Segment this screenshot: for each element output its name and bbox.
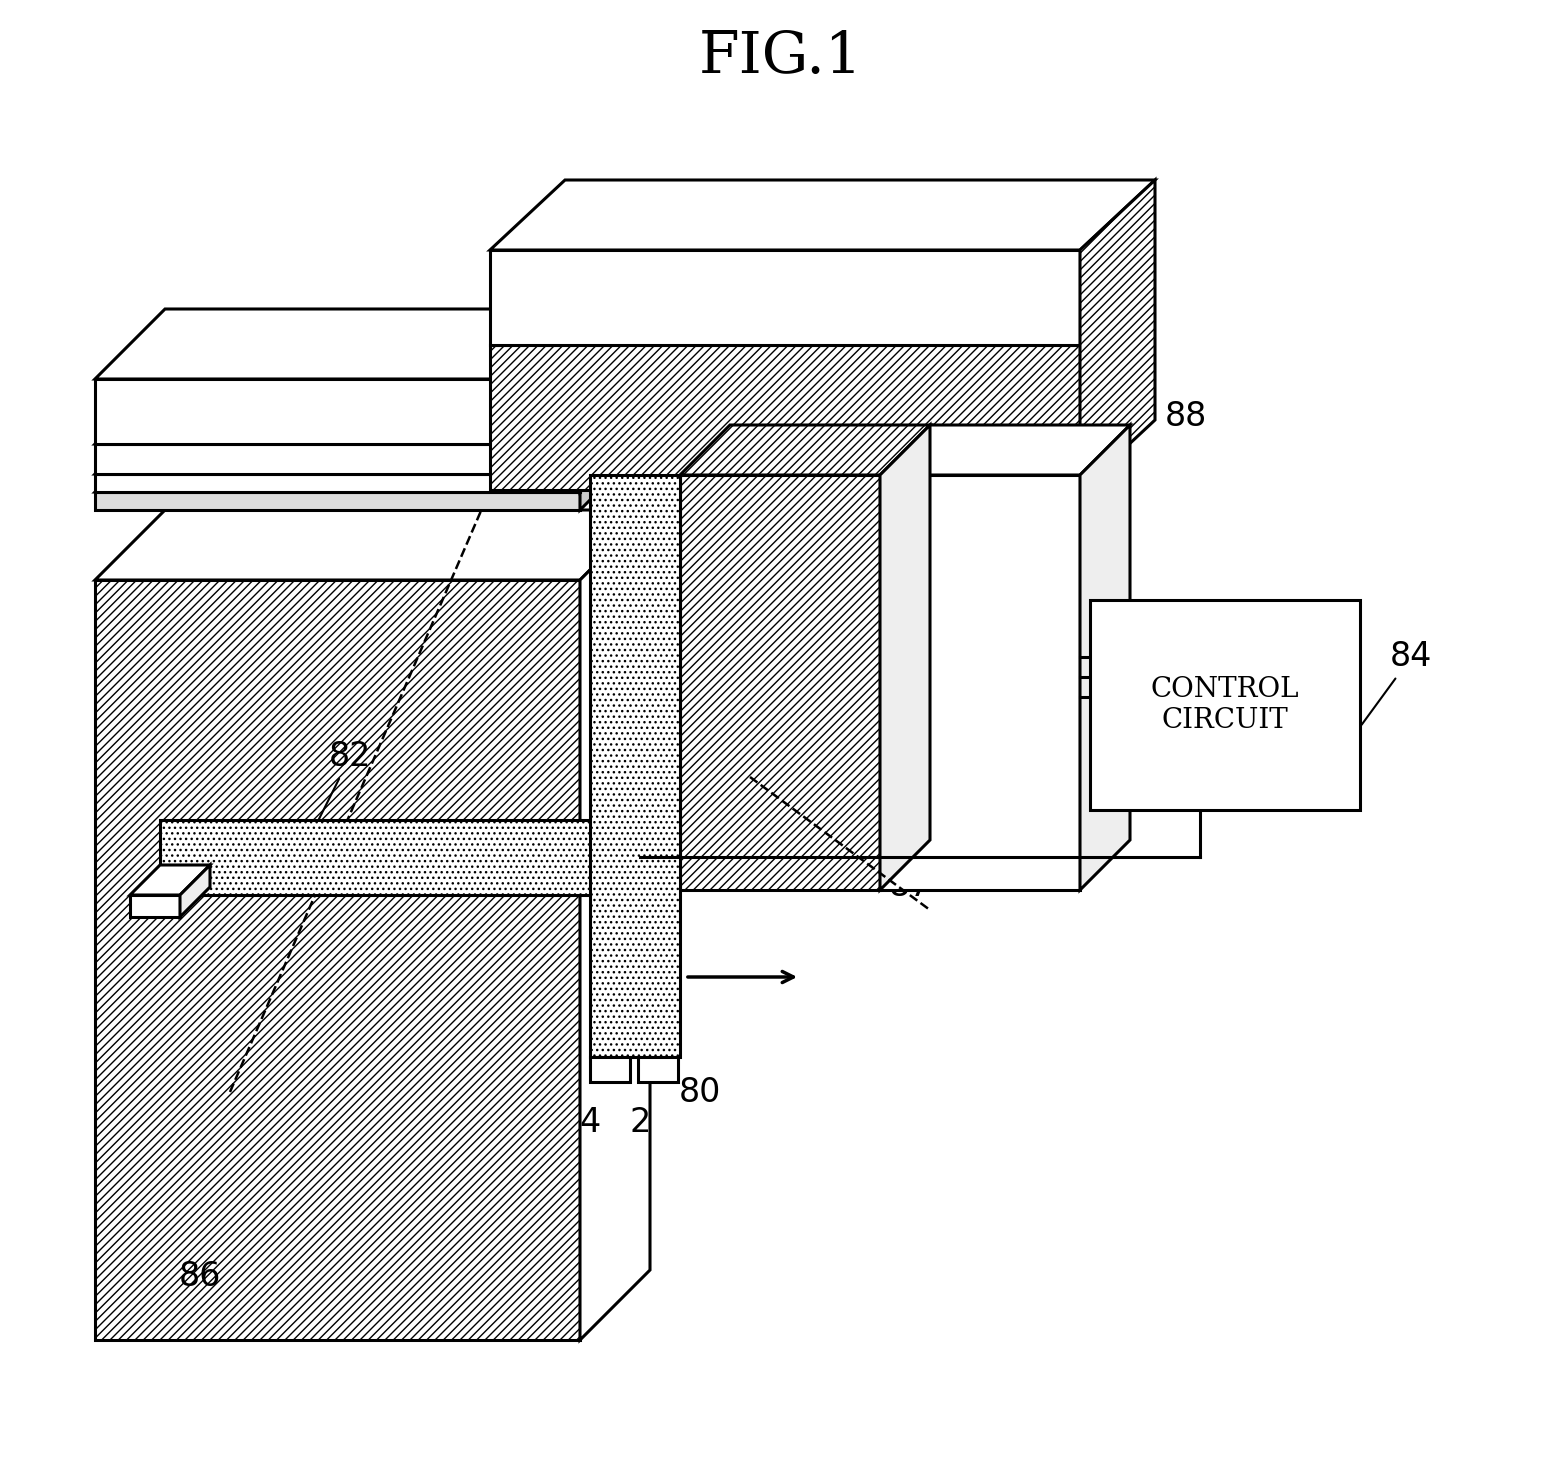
Bar: [95, 474, 580, 492]
Polygon shape: [95, 309, 650, 380]
Polygon shape: [580, 510, 650, 1340]
Bar: [489, 346, 1080, 490]
Bar: [159, 820, 621, 895]
Polygon shape: [95, 422, 650, 492]
Bar: [489, 250, 1080, 346]
Bar: [880, 476, 1080, 891]
Text: 80: 80: [638, 1038, 721, 1109]
Bar: [130, 895, 180, 917]
Polygon shape: [95, 405, 650, 474]
Text: CONTROL
CIRCUIT: CONTROL CIRCUIT: [1150, 676, 1299, 734]
Bar: [1089, 600, 1360, 809]
Polygon shape: [880, 425, 1130, 476]
Polygon shape: [130, 866, 209, 895]
Polygon shape: [489, 180, 1155, 250]
Bar: [680, 476, 880, 891]
Text: 88: 88: [1164, 400, 1207, 434]
Bar: [638, 1058, 678, 1083]
Polygon shape: [580, 374, 650, 474]
Bar: [95, 580, 580, 1340]
Text: 84: 84: [1361, 641, 1432, 725]
Polygon shape: [1080, 425, 1130, 891]
Polygon shape: [880, 425, 930, 891]
Polygon shape: [580, 422, 650, 510]
Text: 86: 86: [178, 1260, 222, 1294]
Text: FIG.1: FIG.1: [699, 30, 863, 86]
Text: 2: 2: [630, 1105, 650, 1139]
Polygon shape: [95, 510, 650, 580]
Polygon shape: [580, 309, 650, 445]
Bar: [95, 380, 580, 445]
Polygon shape: [1080, 180, 1155, 490]
Bar: [95, 445, 580, 474]
Text: 4: 4: [580, 1105, 600, 1139]
Text: 82: 82: [302, 740, 372, 855]
Bar: [589, 1058, 630, 1083]
Polygon shape: [95, 374, 650, 445]
Bar: [95, 492, 580, 510]
Polygon shape: [180, 866, 209, 917]
Text: 87: 87: [832, 818, 932, 904]
Polygon shape: [680, 425, 930, 476]
Polygon shape: [580, 405, 650, 492]
Bar: [589, 476, 680, 1058]
